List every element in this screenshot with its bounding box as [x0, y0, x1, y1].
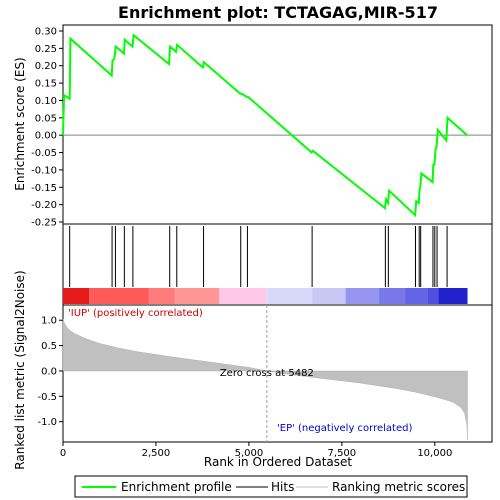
color-bar-segment	[427, 288, 439, 304]
metric-y-tick-label: -0.5	[37, 392, 57, 403]
color-bar-segment	[148, 288, 175, 304]
negative-correlation-label: 'EP' (negatively correlated)	[277, 423, 412, 434]
color-bar-segment	[219, 288, 267, 304]
legend: Enrichment profile Hits Ranking metric s…	[74, 475, 468, 498]
es-panel-frame	[62, 24, 493, 225]
es-y-tick-label: -0.15	[31, 183, 57, 194]
metric-y-tick-label: -1.0	[37, 417, 57, 428]
color-bar-segment	[312, 288, 346, 304]
enrichment-profile-line	[62, 33, 468, 218]
color-bar-segment	[345, 288, 380, 304]
color-bar-segment	[174, 288, 220, 304]
x-tick-label: 7,500	[328, 448, 357, 459]
es-y-tick-label: -0.20	[31, 200, 57, 211]
es-y-tick-label: -0.25	[31, 218, 57, 229]
es-y-tick-label: 0.20	[35, 61, 57, 72]
es-y-tick-label: 0.10	[35, 96, 57, 107]
es-y-tick-label: 0.15	[35, 79, 57, 90]
es-panel: -0.25 -0.20 -0.15 -0.10 -0.05 0.00 0.05 0.10 0.1…	[13, 24, 493, 229]
es-y-tick-label: 0.05	[35, 113, 57, 124]
legend-label-enrichment-profile: Enrichment profile	[121, 480, 232, 494]
metric-panel: Zero cross at 5482 'IUP' (positively cor…	[13, 270, 493, 470]
color-bar-segment	[379, 288, 406, 304]
color-bar-segment	[266, 288, 313, 304]
hits-panel	[62, 223, 493, 306]
metric-y-axis-label: Ranked list metric (Signal2Noise)	[13, 270, 27, 469]
chart-title: Enrichment plot: TCTAGAG,MIR-517	[118, 3, 438, 22]
metric-y-ticks: -1.0 -0.5 0.0 0.5 1.0	[37, 316, 63, 428]
ranking-metric-area	[62, 319, 468, 440]
es-y-ticks: -0.25 -0.20 -0.15 -0.10 -0.05 0.00 0.05 0.10 0.1…	[31, 27, 63, 229]
x-tick-label: 0	[60, 448, 66, 459]
x-tick-label: 2,500	[142, 448, 171, 459]
es-y-tick-label: 0.30	[35, 27, 57, 38]
metric-x-ticks: 0 2,500 5,000 7,500 10,000	[60, 442, 452, 459]
color-bar-segment	[89, 288, 149, 304]
x-tick-label: 10,000	[417, 448, 452, 459]
es-y-tick-label: -0.10	[31, 165, 57, 176]
es-y-axis-label: Enrichment score (ES)	[13, 57, 27, 190]
color-bar-segment	[63, 288, 90, 304]
es-y-tick-label: 0.25	[35, 44, 57, 55]
hit-markers	[69, 226, 448, 287]
color-bar-segment	[405, 288, 428, 304]
x-tick-label: 5,000	[235, 448, 264, 459]
metric-y-tick-label: 1.0	[41, 316, 57, 327]
color-bar-segment	[438, 288, 468, 304]
metric-y-tick-label: 0.5	[41, 341, 57, 352]
positive-correlation-label: 'IUP' (positively correlated)	[68, 308, 203, 319]
x-axis-label: Rank in Ordered Dataset	[204, 455, 352, 469]
legend-label-hits: Hits	[271, 480, 294, 494]
ranking-color-bar	[63, 288, 468, 304]
es-y-tick-label: -0.05	[31, 148, 57, 159]
legend-box	[74, 475, 468, 498]
metric-y-tick-label: 0.0	[41, 366, 57, 377]
es-y-tick-label: 0.00	[35, 131, 57, 142]
legend-label-ranking-metric: Ranking metric scores	[332, 480, 465, 494]
zero-cross-label: Zero cross at 5482	[220, 368, 314, 379]
